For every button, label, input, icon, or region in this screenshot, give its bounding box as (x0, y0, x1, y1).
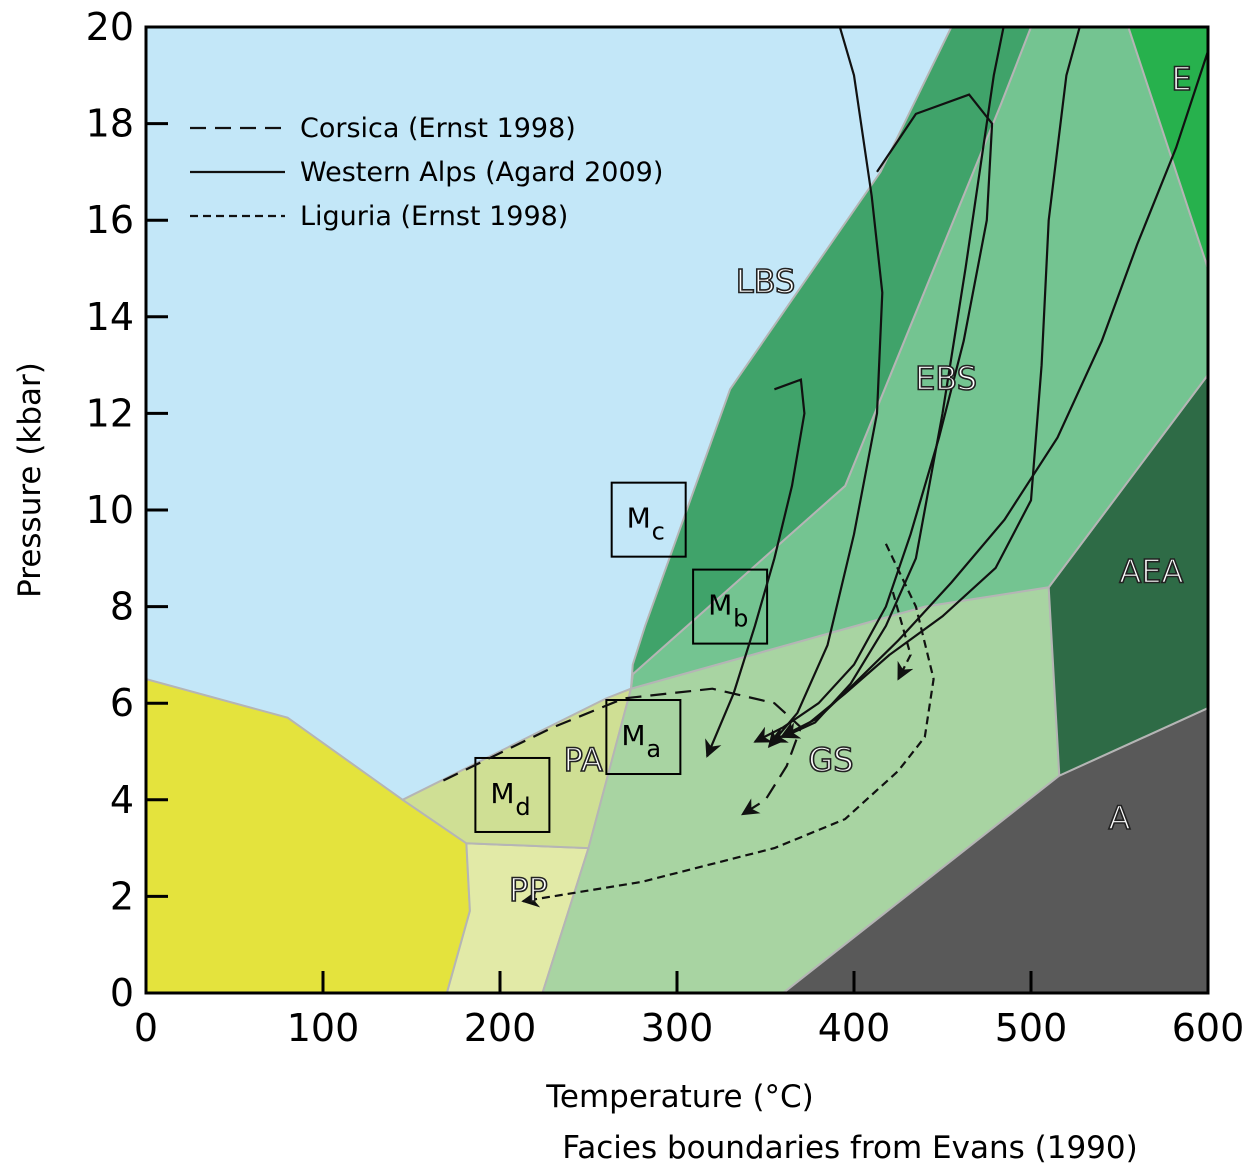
facies-label-outline-a: A (1109, 799, 1131, 837)
footnote: Facies boundaries from Evans (1990) (562, 1130, 1137, 1166)
facies-label-e: E (1171, 60, 1191, 98)
legend-label-western-alps-agard-2009: Western Alps (Agard 2009) (300, 157, 663, 188)
y-tick-label: 6 (110, 681, 134, 725)
x-tick-label: 100 (287, 1006, 360, 1050)
x-axis-title: Temperature (°C) (545, 1079, 814, 1115)
x-tick-label: 500 (995, 1006, 1068, 1050)
sample-box-mc (610, 481, 687, 558)
pt-path-western-alps-agard-2009-1 (767, 27, 884, 749)
facies-label-outline-aea: AEA (1119, 552, 1183, 590)
legend-label-corsica-ernst-1998: Corsica (Ernst 1998) (300, 113, 576, 144)
facies-label-outline-ebs: EBS (915, 359, 977, 397)
legend: Corsica (Ernst 1998) Western Alps (Agard … (190, 113, 663, 232)
x-tick-label: 300 (641, 1006, 714, 1050)
x-tick-label: 400 (818, 1006, 891, 1050)
pt-path-corsica-ernst-1998-1 (442, 687, 803, 816)
facies-region-aea (1047, 373, 1208, 778)
facies-region-lbs (629, 27, 1033, 689)
axes: 0 100 200 300 400 500 600 0 2 4 6 8 10 12 14 16 18 20 (86, 5, 1245, 1050)
pt-path-western-alps-agard-2009-5 (705, 378, 806, 758)
sample-box-label: M (490, 777, 514, 810)
y-tick-label: 20 (86, 5, 134, 49)
sample-box-label: M (708, 589, 732, 622)
sample-box-subscript: d (515, 793, 530, 821)
y-tick-label: 8 (110, 585, 134, 629)
y-tick-label: 0 (110, 971, 134, 1015)
facies-regions (146, 27, 1208, 993)
sample-box-md (474, 756, 551, 833)
facies-label-outline-e: E (1171, 60, 1191, 98)
facies-label-outline-pa: PA (564, 741, 603, 779)
facies-label-outline-lbs: LBS (736, 263, 796, 301)
facies-label-outline-pp: PP (509, 871, 548, 909)
pt-path-liguria-ernst-1998-2 (891, 591, 914, 681)
y-tick-label: 18 (86, 102, 134, 146)
sample-box-subscript: a (646, 735, 661, 763)
facies-label-outline-gs: GS (808, 741, 853, 779)
y-tick-label: 16 (86, 198, 134, 242)
pt-paths (442, 27, 1208, 908)
y-axis-title: Pressure (kbar) (12, 362, 48, 598)
x-tick-label: 600 (1172, 1006, 1245, 1050)
facies-label-lbs: LBS (736, 263, 796, 301)
sample-box-ma (605, 699, 682, 776)
facies-label-gs: GS (808, 741, 853, 779)
facies-region-a (781, 706, 1208, 993)
pt-path-liguria-ernst-1998-1 (521, 543, 935, 908)
facies-label-ebs: EBS (915, 359, 977, 397)
y-tick-label: 2 (110, 874, 134, 918)
pt-path-western-alps-agard-2009-6 (779, 50, 1208, 738)
sample-box-label: M (627, 502, 651, 535)
y-tick-label: 10 (86, 488, 134, 532)
sample-box-mb (692, 568, 769, 645)
y-tick-label: 4 (110, 778, 134, 822)
sample-box-label: M (621, 719, 645, 752)
sample-box-subscript: b (733, 605, 748, 633)
facies-label-aea: AEA (1119, 552, 1183, 590)
facies-region-e (1127, 27, 1208, 269)
x-tick-label: 200 (464, 1006, 537, 1050)
sample-box-subscript: c (652, 518, 665, 546)
y-tick-label: 12 (86, 391, 134, 435)
legend-label-liguria-ernst-1998: Liguria (Ernst 1998) (300, 201, 568, 232)
y-tick-label: 14 (86, 295, 134, 339)
facies-label-pa: PA (564, 741, 603, 779)
facies-label-a: A (1109, 799, 1131, 837)
x-tick-label: 0 (134, 1006, 158, 1050)
facies-label-pp: PP (509, 871, 548, 909)
